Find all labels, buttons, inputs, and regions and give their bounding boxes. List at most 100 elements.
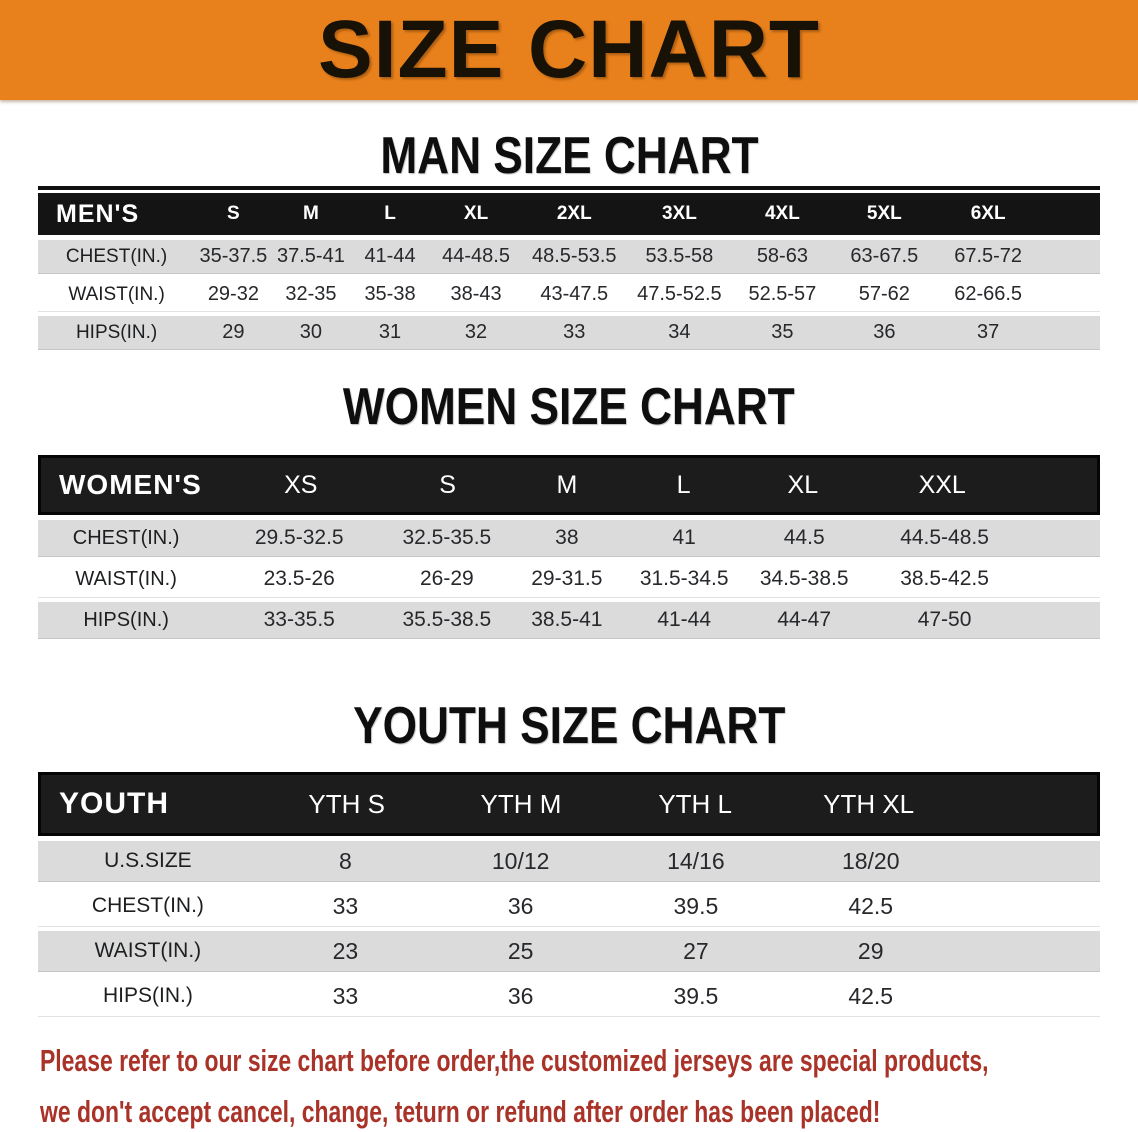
column-header-cell: 3XL <box>661 203 697 224</box>
men-table-top-rule <box>38 186 1100 190</box>
size-value-cell: 36 <box>507 982 534 1009</box>
column-header-cell: M <box>303 203 319 224</box>
column-header-cell: XL <box>787 470 819 499</box>
size-value-cell: 33 <box>332 892 359 919</box>
youth-size-table-wrap: YOUTH YTH S YTH M YTH L YTH XL U.S.SIZE 8 10/12… <box>38 772 1100 1016</box>
column-header-cell: YTH XL <box>823 788 915 819</box>
row-label-cell: HIPS(IN.) <box>83 608 169 631</box>
size-value-cell: 52.5-57 <box>748 283 817 305</box>
size-value-cell: 29.5-32.5 <box>254 526 344 549</box>
size-value-cell: 14/16 <box>667 847 725 874</box>
men-section-heading: MAN SIZE CHART <box>0 126 1138 186</box>
size-value-cell: 29 <box>222 321 245 343</box>
women-size-table: WOMEN'S XS S M L XL XXL CHEST(IN.) 29.5-32.5 32.5… <box>38 455 1100 638</box>
size-value-cell: 32 <box>464 321 488 343</box>
column-header-cell: 5XL <box>866 203 902 224</box>
size-value-cell: 33 <box>332 982 359 1009</box>
table-row: HIPS(IN.) 33 36 39.5 42.5 <box>38 976 1100 1016</box>
size-value-cell: 34 <box>668 321 691 343</box>
column-header-cell: S <box>439 470 456 499</box>
table-row: WAIST(IN.) 23 25 27 29 <box>38 931 1100 971</box>
men-heading-text: MAN SIZE CHART <box>379 127 759 185</box>
youth-heading-text: YOUTH SIZE CHART <box>352 697 786 755</box>
column-header-cell: L <box>676 470 691 499</box>
table-header-row: YOUTH YTH S YTH M YTH L YTH XL <box>38 772 1100 836</box>
column-header-cell: 4XL <box>764 203 800 224</box>
size-value-cell: 38-43 <box>450 283 502 305</box>
disclaimer-line-2: we don't accept cancel, change, teturn o… <box>40 1094 881 1129</box>
size-value-cell: 63-67.5 <box>850 245 919 267</box>
size-value-cell: 32.5-35.5 <box>402 526 492 549</box>
column-header-cell: S <box>227 203 240 224</box>
table-title-cell: MEN'S <box>56 199 140 228</box>
size-value-cell: 44-47 <box>777 608 832 631</box>
row-label-cell: CHEST(IN.) <box>91 894 204 917</box>
table-title-cell: YOUTH <box>59 787 169 820</box>
table-row: WAIST(IN.) 29-32 32-35 35-38 38-43 43-47.5 47.… <box>38 278 1100 311</box>
size-value-cell: 38.5-41 <box>531 608 603 631</box>
size-value-cell: 36 <box>507 892 534 919</box>
size-value-cell: 38.5-42.5 <box>900 567 989 590</box>
row-label-cell: HIPS(IN.) <box>75 321 158 343</box>
size-value-cell: 39.5 <box>673 982 719 1009</box>
table-header-row: MEN'S S M L XL 2XL 3XL 4XL 5XL 6XL <box>38 193 1100 235</box>
size-value-cell: 53.5-58 <box>645 245 714 267</box>
size-value-cell: 34.5-38.5 <box>759 567 849 590</box>
size-value-cell: 29-31.5 <box>531 567 603 590</box>
size-value-cell: 44.5 <box>783 526 825 549</box>
size-value-cell: 10/12 <box>491 847 550 874</box>
men-section: MAN SIZE CHART MEN'S S M L XL 2XL 3XL 4XL 5XL 6XL… <box>0 126 1138 349</box>
size-value-cell: 35-38 <box>364 283 416 305</box>
table-row: U.S.SIZE 8 10/12 14/16 18/20 <box>38 841 1100 881</box>
size-value-cell: 23.5-26 <box>263 567 335 590</box>
size-value-cell: 62-66.5 <box>954 283 1023 305</box>
size-value-cell: 31.5-34.5 <box>639 567 729 590</box>
size-value-cell: 31 <box>378 321 402 343</box>
table-row: HIPS(IN.) 33-35.5 35.5-38.5 38.5-41 41-44 44-… <box>38 602 1100 638</box>
size-value-cell: 8 <box>339 847 352 874</box>
table-row: HIPS(IN.) 29 30 31 32 33 34 35 36 37 <box>38 316 1100 349</box>
column-header-cell: M <box>556 470 578 499</box>
size-value-cell: 42.5 <box>848 892 894 919</box>
size-value-cell: 23 <box>332 937 359 964</box>
size-value-cell: 35.5-38.5 <box>402 608 492 631</box>
youth-section-heading: YOUTH SIZE CHART <box>0 696 1138 756</box>
size-value-cell: 25 <box>507 937 534 964</box>
column-header-cell: XXL <box>918 470 966 499</box>
order-disclaimer: Please refer to our size chart before or… <box>0 1038 1138 1132</box>
column-header-cell: L <box>384 203 396 224</box>
column-header-cell: YTH M <box>480 788 562 819</box>
women-section-heading: WOMEN SIZE CHART <box>0 377 1138 437</box>
size-value-cell: 44-48.5 <box>442 245 510 267</box>
size-value-cell: 35-37.5 <box>199 245 268 267</box>
size-value-cell: 29 <box>857 937 884 964</box>
size-value-cell: 35 <box>771 321 794 343</box>
column-header-cell: 2XL <box>556 203 592 224</box>
men-size-table-wrap: MEN'S S M L XL 2XL 3XL 4XL 5XL 6XL CHEST(IN.) 35-37… <box>38 186 1100 349</box>
row-label-cell: WAIST(IN.) <box>68 283 165 305</box>
size-value-cell: 48.5-53.5 <box>532 245 617 267</box>
men-size-table: MEN'S S M L XL 2XL 3XL 4XL 5XL 6XL CHEST(IN.) 35-37… <box>38 193 1100 349</box>
table-row: CHEST(IN.) 35-37.5 37.5-41 41-44 44-48.5 48.5… <box>38 240 1100 273</box>
size-value-cell: 29-32 <box>207 283 259 305</box>
size-value-cell: 18/20 <box>841 847 900 874</box>
size-value-cell: 37.5-41 <box>276 245 345 267</box>
column-header-cell: YTH L <box>658 788 732 819</box>
size-value-cell: 33 <box>563 321 586 343</box>
size-value-cell: 42.5 <box>848 982 894 1009</box>
size-value-cell: 36 <box>873 321 896 343</box>
table-row: CHEST(IN.) 33 36 39.5 42.5 <box>38 886 1100 926</box>
column-header-cell: 6XL <box>970 203 1006 224</box>
row-label-cell: CHEST(IN.) <box>72 526 180 549</box>
size-value-cell: 57-62 <box>858 283 910 305</box>
size-value-cell: 37 <box>977 321 1000 343</box>
banner: SIZE CHART <box>0 0 1138 100</box>
size-value-cell: 47.5-52.5 <box>637 283 722 305</box>
banner-title: SIZE CHART <box>318 4 820 95</box>
row-label-cell: WAIST(IN.) <box>75 567 177 590</box>
column-header-cell: YTH S <box>308 788 385 819</box>
column-header-cell: XL <box>463 203 489 224</box>
size-value-cell: 26-29 <box>419 567 474 590</box>
table-row: WAIST(IN.) 23.5-26 26-29 29-31.5 31.5-34.5 34… <box>38 561 1100 597</box>
